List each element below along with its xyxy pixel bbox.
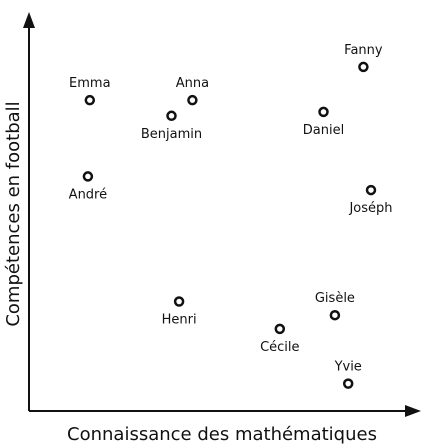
axes xyxy=(23,12,421,417)
point-marker xyxy=(187,94,198,106)
point-gisele: Gisèle xyxy=(315,291,355,321)
point-marker xyxy=(329,309,341,321)
point-label: Henri xyxy=(162,313,197,328)
y-axis-arrowhead xyxy=(23,12,35,28)
point-yvie: Yvie xyxy=(334,360,362,389)
point-label: Benjamin xyxy=(141,127,202,142)
point-joseph: Joséph xyxy=(348,184,393,216)
point-label: Emma xyxy=(69,76,111,91)
y-axis-title: Compétences en football xyxy=(3,101,24,326)
point-cecile: Cécile xyxy=(260,323,300,355)
point-marker xyxy=(84,94,96,106)
point-marker xyxy=(173,296,185,307)
x-axis-arrowhead xyxy=(405,405,421,417)
point-marker xyxy=(365,184,377,196)
point-henri: Henri xyxy=(162,296,197,328)
point-andre: André xyxy=(69,171,107,202)
point-label: Daniel xyxy=(303,123,344,138)
point-label: André xyxy=(69,187,107,202)
point-marker xyxy=(166,110,177,122)
point-label: Gisèle xyxy=(315,291,355,306)
point-fanny: Fanny xyxy=(344,43,383,73)
point-marker xyxy=(358,61,369,73)
point-marker xyxy=(318,106,329,118)
point-marker xyxy=(274,323,286,335)
point-label: Anna xyxy=(176,76,209,91)
point-emma: Emma xyxy=(69,76,111,106)
point-daniel: Daniel xyxy=(303,106,344,138)
point-marker xyxy=(342,378,354,389)
point-label: Joséph xyxy=(348,201,392,216)
point-label: Fanny xyxy=(344,43,383,58)
x-axis-title: Connaissance des mathématiques xyxy=(67,424,377,445)
data-points: Fanny Emma Anna Benjamin Daniel André Joséph He… xyxy=(69,43,393,389)
point-benjamin: Benjamin xyxy=(141,110,202,142)
point-marker xyxy=(82,171,94,182)
point-anna: Anna xyxy=(176,76,209,106)
point-label: Yvie xyxy=(334,360,362,375)
point-label: Cécile xyxy=(260,340,299,355)
